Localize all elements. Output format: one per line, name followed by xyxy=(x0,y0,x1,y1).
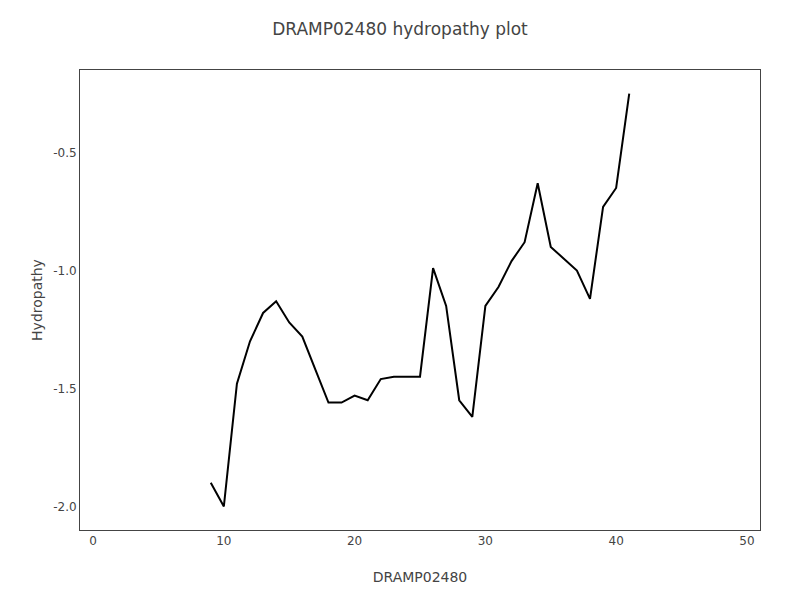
svg-text:DRAMP02480: DRAMP02480 xyxy=(373,569,468,585)
svg-text:-2.0: -2.0 xyxy=(53,500,76,514)
svg-text:10: 10 xyxy=(216,534,231,548)
svg-text:-0.5: -0.5 xyxy=(53,146,76,160)
svg-text:-1.0: -1.0 xyxy=(53,264,76,278)
svg-text:50: 50 xyxy=(739,534,754,548)
svg-text:Hydropathy: Hydropathy xyxy=(29,259,45,341)
svg-text:30: 30 xyxy=(478,534,493,548)
svg-text:0: 0 xyxy=(89,534,97,548)
svg-text:-1.5: -1.5 xyxy=(53,382,76,396)
svg-text:40: 40 xyxy=(609,534,624,548)
svg-text:20: 20 xyxy=(347,534,362,548)
svg-text:DRAMP02480 hydropathy plot: DRAMP02480 hydropathy plot xyxy=(272,19,528,39)
